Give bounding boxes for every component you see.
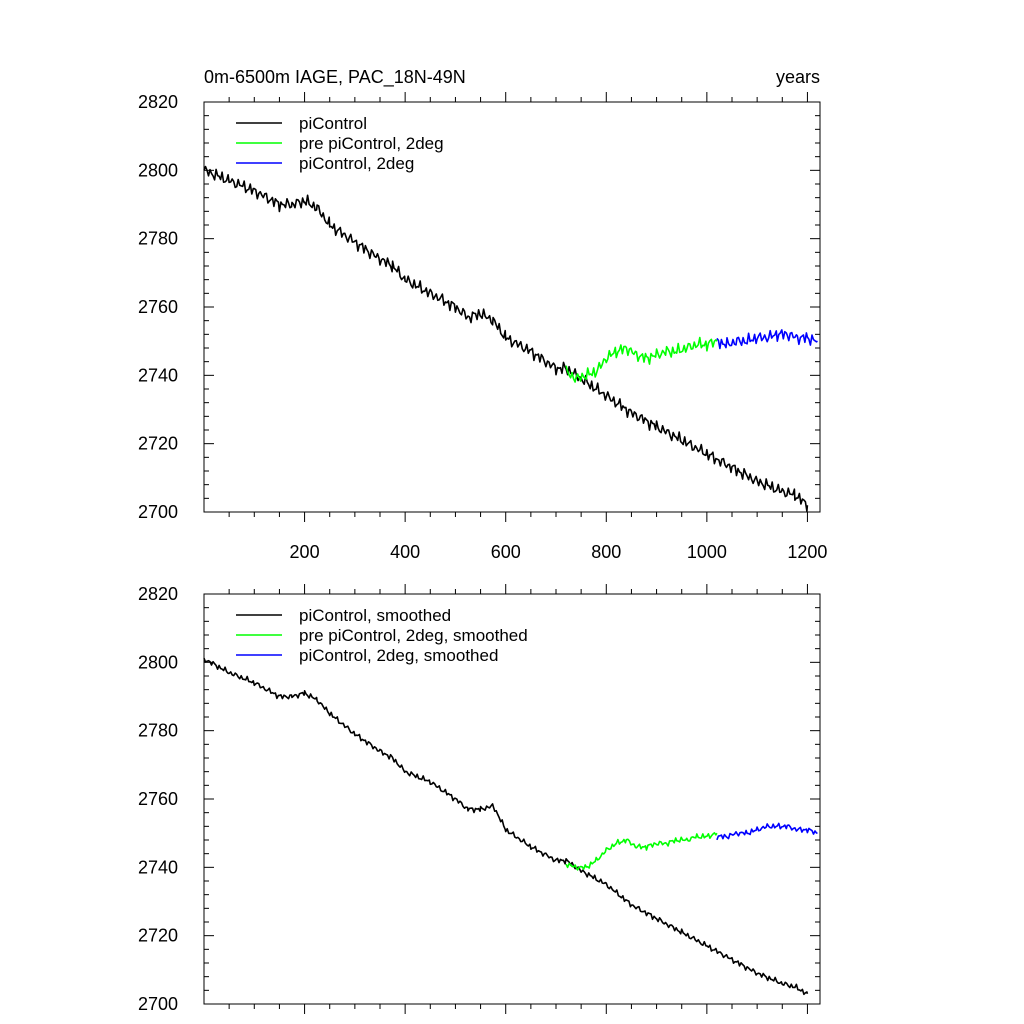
y-tick-label: 2700 [138,502,178,522]
legend-label: piControl, 2deg [299,154,414,173]
panel-top: 0m-6500m IAGE, PAC_18N-49N years 2700 272… [138,67,827,562]
y-axis-top: 2700 2720 2740 2760 2780 2800 2820 [138,92,820,522]
x-tick-label: 600 [491,542,521,562]
y-tick-label: 2740 [138,857,178,877]
chart-units-label: years [776,67,820,87]
series-line [203,657,809,996]
x-tick-label: 200 [290,542,320,562]
y-tick-label: 2820 [138,92,178,112]
y-tick-label: 2760 [138,789,178,809]
y-tick-label: 2760 [138,297,178,317]
series-line [203,165,809,512]
legend-label: piControl, 2deg, smoothed [299,646,498,665]
legend-label: piControl [299,114,367,133]
legend-label: pre piControl, 2deg [299,134,444,153]
y-tick-label: 2800 [138,652,178,672]
legend-label: pre piControl, 2deg, smoothed [299,626,528,645]
series-line [716,329,818,350]
series-line [565,832,718,871]
panel-bottom: 2700 2720 2740 2760 2780 2800 2820 piControl, … [138,584,821,1014]
x-tick-label: 1200 [787,542,827,562]
y-tick-label: 2780 [138,721,178,741]
series-line [716,822,818,841]
y-axis-bottom: 2700 2720 2740 2760 2780 2800 2820 [138,584,820,1014]
series-lines-top [203,165,818,512]
legend-label: piControl, smoothed [299,606,451,625]
x-axis-top: 200 400 600 800 1000 1200 [228,92,827,562]
plot-frame-top [203,101,821,513]
x-tick-label: 800 [591,542,621,562]
y-tick-label: 2820 [138,584,178,604]
y-tick-label: 2700 [138,994,178,1014]
series-lines-bottom [203,657,818,996]
y-tick-label: 2720 [138,926,178,946]
x-axis-bottom [228,584,808,1014]
chart-title: 0m-6500m IAGE, PAC_18N-49N [204,67,466,88]
x-tick-label: 1000 [687,542,727,562]
x-tick-label: 400 [390,542,420,562]
y-tick-label: 2800 [138,160,178,180]
y-tick-label: 2780 [138,229,178,249]
plot-frame-bottom [203,593,821,1005]
y-tick-label: 2720 [138,434,178,454]
series-line [565,336,718,383]
y-tick-label: 2740 [138,365,178,385]
